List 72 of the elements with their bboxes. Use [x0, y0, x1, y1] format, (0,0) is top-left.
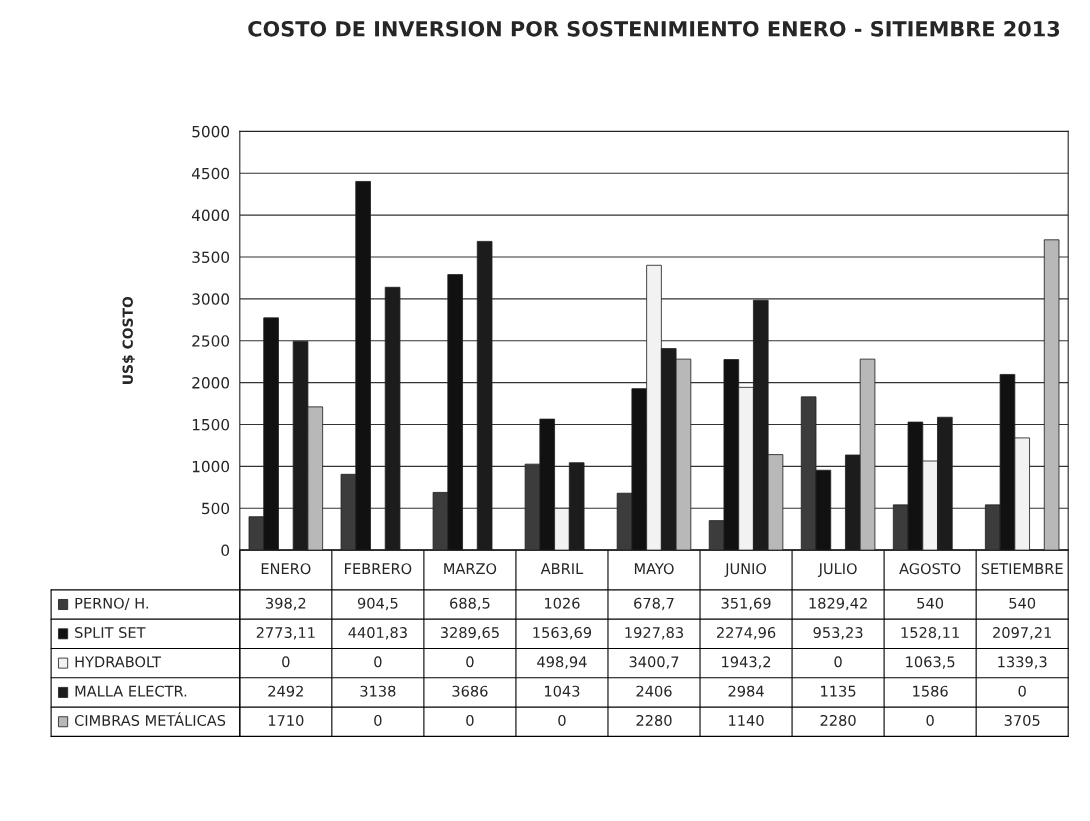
data-label: 0 — [834, 656, 842, 668]
data-label: 1710 — [268, 714, 304, 726]
legend-label: CIMBRAS METÁLICAS — [74, 712, 226, 726]
data-label: 0 — [558, 714, 566, 726]
data-label: 1135 — [821, 685, 856, 697]
legend-label: SPLIT SET — [75, 627, 146, 639]
data-label: 1943,2 — [722, 656, 771, 669]
data-label: 2280 — [636, 714, 672, 726]
data-label: 1063,5 — [906, 656, 955, 669]
data-label: 2406 — [636, 685, 672, 697]
data-label: 398,2 — [266, 597, 306, 611]
y-tick-label: 4500 — [191, 167, 230, 180]
data-label: 2984 — [728, 685, 764, 697]
data-label: 0 — [282, 656, 290, 668]
data-label: 3289,65 — [440, 627, 499, 640]
data-label: 0 — [374, 714, 382, 726]
data-label: 1043 — [545, 685, 580, 697]
data-label: 0 — [1018, 685, 1026, 697]
data-label: 2280 — [820, 714, 856, 726]
y-tick-label: 4000 — [191, 209, 230, 222]
data-label: 0 — [466, 656, 474, 668]
data-label: 1829,42 — [809, 597, 867, 611]
data-label: 1339,3 — [998, 656, 1047, 669]
y-tick-label: 1000 — [192, 460, 230, 473]
y-tick-label: 5000 — [192, 125, 230, 138]
x-tick-label: JULIO — [817, 563, 857, 577]
legend-label: HYDRABOLT — [75, 656, 162, 668]
data-label: 1563,69 — [533, 627, 592, 640]
data-label: 3705 — [1004, 714, 1040, 726]
data-label: 2492 — [268, 685, 303, 697]
data-label: 540 — [1009, 597, 1036, 609]
x-tick-label: ABRIL — [540, 563, 584, 574]
data-label: 351,69 — [721, 597, 771, 611]
data-label: 2773,11 — [256, 627, 315, 640]
data-label: 540 — [917, 597, 944, 609]
x-tick-label: MARZO — [444, 563, 497, 575]
data-label: 1140 — [729, 714, 764, 726]
y-tick-label: 2500 — [192, 335, 230, 347]
legend-label: MALLA ELECTR. — [75, 685, 187, 697]
data-label: 1927,83 — [625, 627, 683, 640]
data-label: 0 — [926, 714, 934, 726]
x-tick-label: JUNIO — [724, 563, 767, 577]
y-axis-title: US$ COSTO — [122, 296, 135, 384]
x-tick-label: AGOSTO — [899, 563, 961, 575]
y-tick-label: 2000 — [192, 377, 230, 389]
y-tick-label: 1500 — [192, 418, 230, 431]
data-label: 2097,21 — [993, 627, 1051, 640]
x-tick-label: ENERO — [261, 563, 311, 575]
legend-label: PERNO/ H. — [75, 597, 148, 610]
y-tick-label: 3500 — [192, 251, 230, 263]
data-label: 1528,11 — [901, 627, 959, 640]
data-label: 4401,83 — [348, 627, 407, 640]
data-label: 3400,7 — [629, 656, 679, 669]
x-tick-label: FEBRERO — [345, 563, 412, 575]
y-tick-label: 0 — [221, 544, 230, 557]
y-tick-label: 500 — [202, 502, 230, 515]
y-tick-label: 3000 — [192, 293, 230, 305]
data-label: 678,7 — [634, 597, 674, 611]
data-label: 0 — [374, 656, 382, 668]
chart-title: COSTO DE INVERSION POR SOSTENIMIENTO ENERO - SITIEMBRE 2013 — [248, 20, 1060, 37]
data-label: 498,94 — [537, 656, 587, 669]
data-label: 0 — [466, 714, 474, 726]
data-label: 2274,96 — [716, 627, 776, 640]
x-tick-label: SETIEMBRE — [981, 563, 1063, 575]
x-tick-label: MAYO — [634, 563, 674, 575]
data-label: 1026 — [545, 597, 580, 609]
data-label: 688,5 — [450, 597, 490, 611]
data-label: 904,5 — [357, 597, 398, 611]
data-label: 953,23 — [813, 627, 863, 640]
data-label: 3138 — [360, 685, 396, 697]
data-label: 1586 — [913, 685, 948, 697]
data-label: 3686 — [452, 685, 488, 697]
